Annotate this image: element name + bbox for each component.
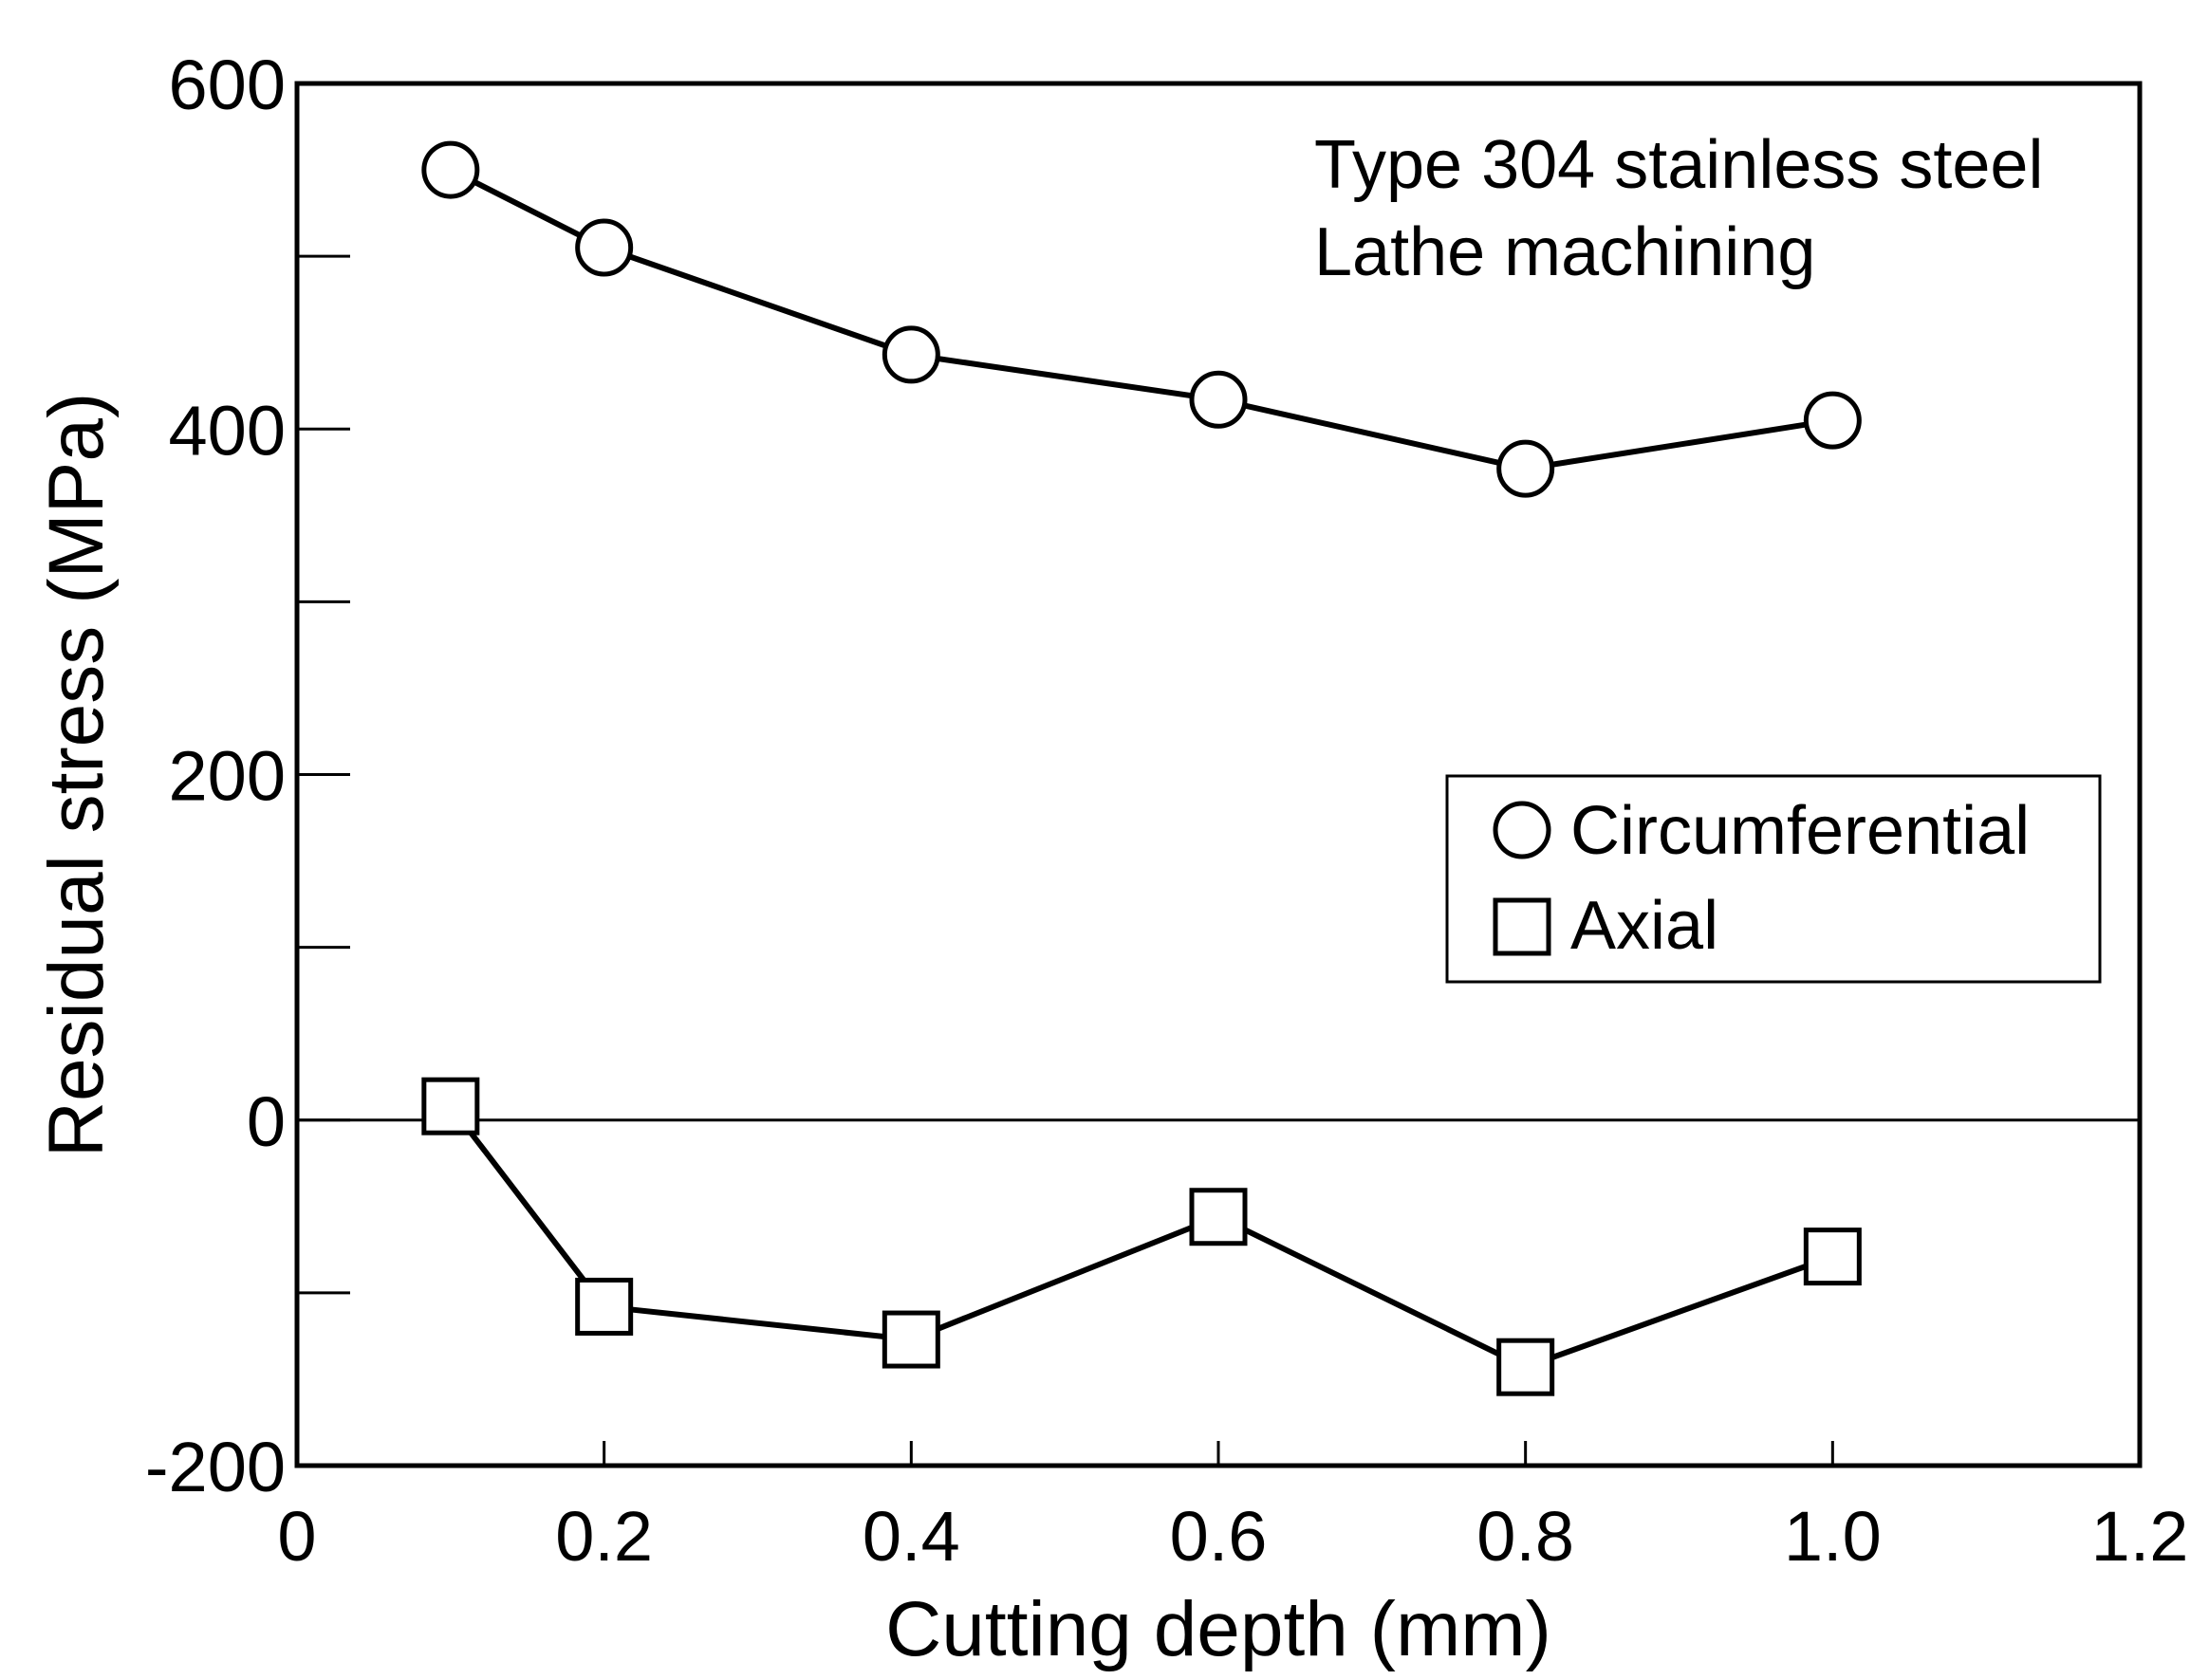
y-tick-label: 400 <box>169 391 286 470</box>
x-tick-label: 1.0 <box>1784 1497 1882 1576</box>
series-markers <box>421 140 1862 1396</box>
x-tick-label: 0.6 <box>1170 1497 1268 1576</box>
axial-point <box>1803 1228 1862 1286</box>
axial-point <box>575 1277 634 1336</box>
legend-circle-marker <box>1493 801 1551 859</box>
annotation-material: Type 304 stainless steel <box>1314 127 2043 203</box>
x-tick-label: 0.8 <box>1476 1497 1574 1576</box>
circumferential-point <box>1496 439 1555 498</box>
axial-point <box>882 1310 940 1369</box>
legend: Circumferential Axial <box>1445 774 2102 984</box>
x-axis-title: Cutting depth (mm) <box>885 1586 1551 1672</box>
x-tick-label: 1.2 <box>2091 1497 2189 1576</box>
circumferential-point <box>1803 391 1862 450</box>
axial-point <box>1496 1338 1555 1396</box>
plot-frame <box>294 81 2143 1468</box>
x-tick-labels: 0 0.2 0.4 0.6 0.8 1.0 1.2 <box>277 1497 2188 1576</box>
x-tick-label: 0.4 <box>863 1497 960 1576</box>
series-lines <box>448 167 1834 1371</box>
y-tick-label: 0 <box>247 1082 286 1161</box>
legend-box <box>1445 774 2102 984</box>
y-tick-labels: -200 0 200 400 600 <box>145 46 286 1506</box>
circumferential-point <box>575 218 634 277</box>
circumferential-point <box>421 140 480 199</box>
x-tick-label: 0 <box>277 1497 316 1576</box>
y-axis-title: Residual stress (MPa) <box>33 393 120 1158</box>
axial-point <box>421 1077 480 1135</box>
series-line-axial <box>448 1104 1834 1371</box>
y-tick-label: -200 <box>145 1428 286 1506</box>
legend-label-axial: Axial <box>1570 888 1718 964</box>
annotation-process: Lathe machining <box>1314 214 1815 290</box>
y-tick-label: 200 <box>169 737 286 816</box>
axial-point <box>1189 1188 1248 1246</box>
legend-label-circumferential: Circumferential <box>1570 793 2030 869</box>
circumferential-point <box>882 325 940 384</box>
x-tick-label: 0.2 <box>555 1497 653 1576</box>
circumferential-point <box>1189 370 1248 429</box>
y-tick-label: 600 <box>169 46 286 124</box>
legend-square-marker <box>1493 897 1551 956</box>
axis-ticks <box>297 254 1834 1466</box>
